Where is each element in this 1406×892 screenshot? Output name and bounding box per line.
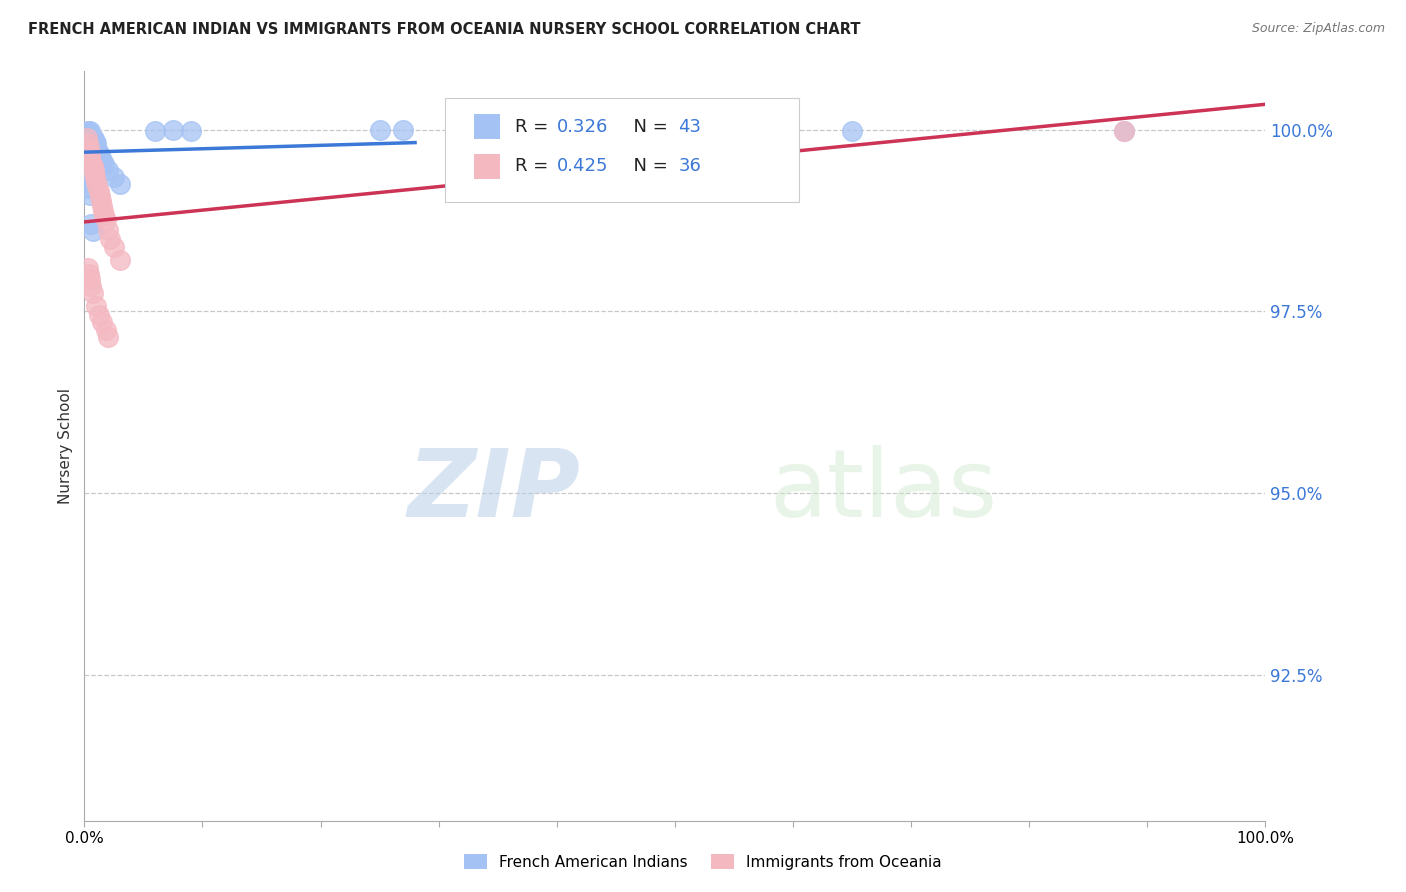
Point — [75, 126, 97, 140]
Point — [93, 157, 115, 171]
Point — [77, 128, 100, 142]
Point — [77, 180, 100, 194]
Point — [84, 140, 107, 154]
Point — [94, 213, 117, 227]
FancyBboxPatch shape — [474, 153, 501, 178]
Point — [82, 159, 104, 173]
Point — [79, 188, 101, 202]
Point — [77, 124, 100, 138]
Point — [77, 267, 100, 281]
Point — [94, 323, 117, 337]
Text: R =: R = — [516, 118, 554, 136]
Point — [83, 132, 105, 146]
Point — [84, 299, 107, 313]
Point — [77, 141, 100, 155]
Point — [77, 145, 100, 159]
Point — [80, 134, 103, 148]
Point — [77, 260, 100, 275]
Point — [79, 271, 101, 285]
FancyBboxPatch shape — [474, 114, 501, 139]
Point — [79, 124, 101, 138]
Point — [76, 126, 98, 140]
Text: N =: N = — [621, 118, 673, 136]
Point — [83, 162, 105, 177]
Point — [1112, 124, 1135, 138]
Point — [77, 127, 100, 141]
Point — [79, 152, 101, 166]
Point — [91, 204, 114, 219]
Point — [84, 136, 107, 151]
Point — [79, 130, 101, 145]
Point — [87, 308, 110, 322]
Point — [86, 143, 108, 157]
Point — [84, 175, 107, 189]
Point — [80, 217, 103, 231]
Point — [368, 123, 391, 137]
Point — [77, 136, 100, 150]
Point — [77, 131, 100, 145]
Point — [84, 135, 107, 149]
Point — [89, 189, 111, 203]
Text: 36: 36 — [679, 157, 702, 175]
Point — [180, 124, 202, 138]
Point — [80, 129, 103, 144]
Text: 0.326: 0.326 — [557, 118, 609, 136]
Text: N =: N = — [621, 157, 673, 175]
Point — [87, 145, 110, 160]
Text: Source: ZipAtlas.com: Source: ZipAtlas.com — [1251, 22, 1385, 36]
Text: FRENCH AMERICAN INDIAN VS IMMIGRANTS FROM OCEANIA NURSERY SCHOOL CORRELATION CHA: FRENCH AMERICAN INDIAN VS IMMIGRANTS FRO… — [28, 22, 860, 37]
Point — [162, 123, 184, 137]
Point — [80, 155, 103, 169]
Text: ZIP: ZIP — [408, 445, 581, 537]
Point — [83, 166, 105, 180]
Point — [79, 133, 101, 147]
Text: 43: 43 — [679, 118, 702, 136]
Point — [84, 169, 107, 184]
Point — [87, 185, 110, 199]
FancyBboxPatch shape — [444, 97, 799, 202]
Point — [108, 177, 131, 191]
Point — [79, 148, 101, 162]
Point — [91, 153, 114, 167]
Point — [82, 286, 104, 301]
Point — [82, 224, 104, 238]
Point — [103, 169, 125, 184]
Point — [97, 223, 120, 237]
Point — [82, 136, 104, 150]
Point — [76, 166, 98, 180]
Text: atlas: atlas — [769, 445, 998, 537]
Point — [841, 124, 863, 138]
Point — [76, 128, 98, 143]
Point — [486, 124, 509, 138]
Point — [1112, 124, 1135, 138]
Point — [77, 173, 100, 187]
Point — [91, 199, 114, 213]
Point — [103, 240, 125, 254]
Point — [91, 315, 114, 329]
Legend: French American Indians, Immigrants from Oceania: French American Indians, Immigrants from… — [457, 847, 949, 877]
Point — [82, 131, 104, 145]
Point — [76, 131, 98, 145]
Point — [108, 253, 131, 268]
Point — [98, 232, 121, 246]
Point — [90, 194, 112, 208]
Point — [86, 179, 108, 194]
Y-axis label: Nursery School: Nursery School — [58, 388, 73, 504]
Point — [80, 279, 103, 293]
Text: R =: R = — [516, 157, 554, 175]
Point — [97, 162, 120, 177]
Point — [77, 125, 100, 139]
Point — [89, 149, 111, 163]
Point — [143, 124, 166, 138]
Point — [97, 330, 120, 344]
Point — [392, 123, 415, 137]
Point — [84, 138, 107, 153]
Point — [93, 208, 115, 222]
Point — [83, 137, 105, 152]
Point — [77, 129, 100, 144]
Text: 0.425: 0.425 — [557, 157, 609, 175]
